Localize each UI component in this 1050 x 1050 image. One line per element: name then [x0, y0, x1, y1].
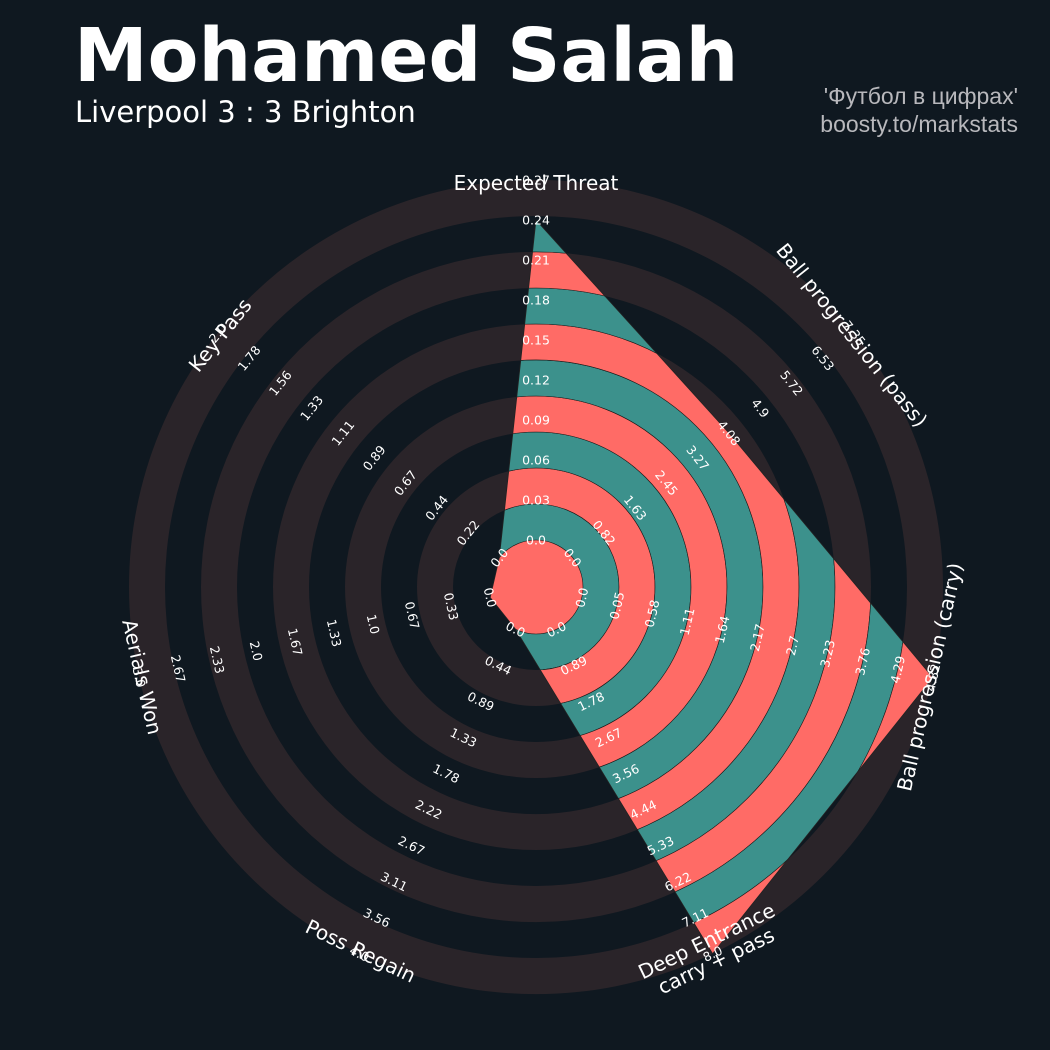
tick-label: 2.17 [747, 622, 768, 652]
tick-label: 0.18 [522, 293, 550, 308]
tick-label: 0.03 [522, 493, 550, 508]
tick-label: 0.12 [522, 373, 550, 388]
tick-label: 0.0 [481, 586, 500, 609]
tick-label: 3.0 [130, 666, 149, 689]
credit-url: boosty.to/markstats [820, 111, 1018, 137]
tick-label: 1.78 [430, 761, 462, 787]
tick-label: 0.33 [441, 591, 462, 621]
polygon-outline [489, 219, 934, 955]
tick-label: 0.24 [522, 213, 550, 228]
tick-label: 3.76 [852, 646, 873, 677]
tick-label: 0.0 [572, 586, 591, 609]
tick-label: 0.09 [522, 413, 550, 428]
match-subtitle: Liverpool 3 : 3 Brighton [75, 95, 416, 129]
tick-label: 2.0 [247, 640, 266, 663]
tick-label: 0.21 [522, 253, 550, 268]
tick-label: 0.05 [606, 590, 627, 620]
tick-label: 0.15 [522, 333, 550, 348]
tick-label: 1.11 [677, 606, 698, 636]
credit-channel-name: 'Футбол в цифрах' [823, 83, 1018, 109]
tick-label: 4.29 [887, 654, 908, 685]
tick-label: 0.58 [642, 598, 663, 629]
tick-label: 2.33 [207, 645, 228, 675]
tick-label: 0.67 [402, 600, 423, 630]
tick-label: 2.7 [783, 634, 802, 657]
polygon-inner-disc [490, 540, 583, 634]
tick-label: 2.67 [168, 653, 189, 683]
player-name-title: Mohamed Salah [74, 13, 739, 99]
tick-label: 0.27 [522, 173, 550, 188]
polygon-bands [490, 220, 933, 954]
axis-label: Expected Threat [454, 171, 619, 195]
tick-label: 1.67 [285, 627, 306, 657]
tick-label: 1.33 [324, 618, 345, 648]
tick-label: 3.23 [817, 638, 838, 668]
tick-label: 1.0 [364, 613, 383, 636]
tick-label: 0.06 [522, 453, 550, 468]
tick-label: 0.89 [360, 442, 389, 473]
value-polygon [489, 219, 934, 955]
tick-label: 1.64 [712, 614, 733, 645]
tick-label: 4.82 [922, 662, 943, 692]
tick-label: 0.0 [526, 533, 546, 548]
